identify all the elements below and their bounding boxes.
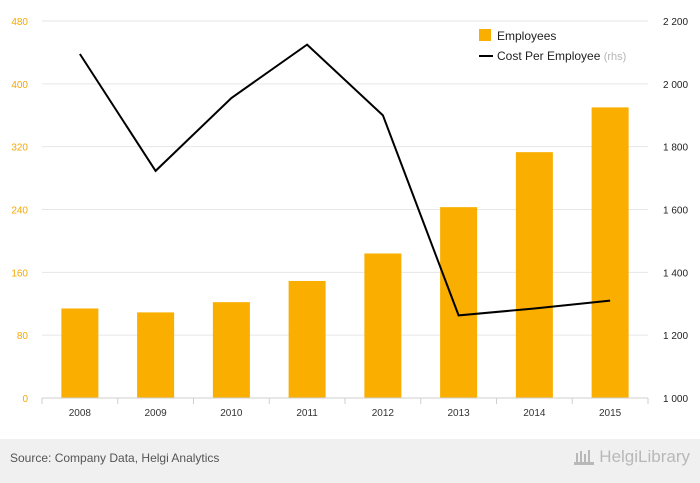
- brand-logo: HelgiLibrary: [573, 447, 690, 467]
- legend: Employees Cost Per Employee (rhs): [479, 29, 626, 63]
- right-tick-label: 2 000: [663, 80, 688, 91]
- left-tick-label: 80: [17, 331, 29, 342]
- right-tick-label: 1 600: [663, 206, 688, 217]
- bar: [61, 308, 99, 398]
- chart: 0 80 160 240 320 400 480 1 000 1 200 1 400 1 600 1 …: [11, 17, 688, 419]
- x-tick-label: 2014: [523, 408, 546, 419]
- source-note: Source: Company Data, Helgi Analytics: [10, 451, 220, 465]
- line-series-cost-per-employee: [79, 43, 611, 317]
- legend-label-cost-per-employee: Cost Per Employee (rhs): [497, 49, 626, 63]
- bar-series-employees: [61, 107, 629, 398]
- right-tick-label: 1 200: [663, 331, 688, 342]
- bar: [440, 207, 478, 398]
- x-tick-label: 2013: [448, 408, 471, 419]
- left-tick-label: 0: [22, 394, 28, 405]
- left-tick-label: 480: [11, 17, 28, 28]
- legend-swatch-employees: [479, 29, 491, 41]
- x-tick-label: 2015: [599, 408, 622, 419]
- legend-label-employees: Employees: [497, 29, 556, 43]
- bar: [212, 302, 250, 398]
- bar: [137, 312, 175, 398]
- legend-suffix-rhs: (rhs): [604, 51, 627, 63]
- library-icon: [574, 450, 595, 465]
- bar: [364, 253, 402, 398]
- right-tick-label: 1 400: [663, 268, 688, 279]
- axes: 0 80 160 240 320 400 480 1 000 1 200 1 400 1 600 1 …: [11, 17, 688, 419]
- brand-name: HelgiLibrary: [599, 447, 690, 466]
- x-tick-label: 2008: [69, 408, 92, 419]
- x-tick-label: 2012: [372, 408, 395, 419]
- x-tick-label: 2009: [145, 408, 168, 419]
- x-tick-label: 2011: [296, 408, 318, 419]
- footer: Source: Company Data, Helgi Analytics He…: [0, 439, 700, 483]
- bar: [515, 152, 553, 398]
- grid-lines: [42, 20, 648, 336]
- bar: [288, 280, 326, 398]
- series-line: [79, 43, 611, 317]
- x-tick-label: 2010: [220, 408, 243, 419]
- left-tick-label: 240: [11, 206, 28, 217]
- bar: [591, 107, 629, 398]
- right-tick-label: 1 800: [663, 143, 688, 154]
- left-tick-label: 320: [11, 143, 28, 154]
- right-tick-label: 2 200: [663, 17, 688, 28]
- right-tick-label: 1 000: [663, 394, 688, 405]
- left-tick-label: 400: [11, 80, 28, 91]
- left-tick-label: 160: [11, 268, 28, 279]
